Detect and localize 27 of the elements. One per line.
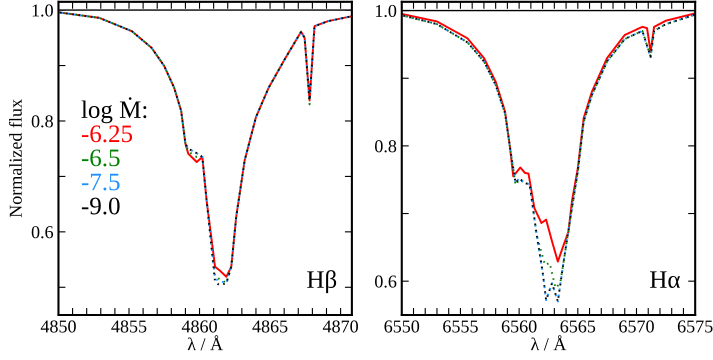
y-axis-title: Normalized flux	[8, 99, 22, 218]
y-tick-label: 0.6	[32, 226, 54, 238]
x-tick-label: 4855	[111, 320, 146, 333]
x-axis-title: λ / Å	[188, 335, 223, 350]
x-tick-label: 4860	[182, 320, 217, 333]
x-tick-label: 6565	[560, 320, 596, 333]
x-tick-label: 4870	[322, 320, 358, 333]
text: -9.0	[82, 198, 120, 215]
x-axis-title: λ / Å	[531, 335, 566, 350]
x-tick-label: 4850	[40, 320, 76, 333]
y-tick-label: 1.0	[376, 4, 396, 18]
x-tick-label: 6575	[678, 320, 713, 333]
x-tick-label: 6555	[443, 320, 478, 333]
x-tick-label: 4865	[252, 320, 288, 333]
y-tick-label: 0.6	[375, 275, 396, 288]
x-tick-label: 6550	[384, 320, 420, 333]
annotation: Hβ	[307, 270, 336, 294]
x-tick-label: 6560	[502, 320, 536, 333]
legend-title: log Ṁ:	[81, 97, 146, 124]
annotation: Hα	[650, 271, 680, 288]
text: -6.25	[82, 125, 132, 142]
y-tick-label: 1.0	[32, 4, 53, 17]
text: -7.5	[82, 174, 120, 190]
text: -6.5	[82, 149, 120, 166]
y-tick-label: 0.8	[32, 115, 53, 128]
y-tick-label: 0.8	[375, 140, 396, 152]
x-tick-label: 6570	[619, 320, 654, 333]
